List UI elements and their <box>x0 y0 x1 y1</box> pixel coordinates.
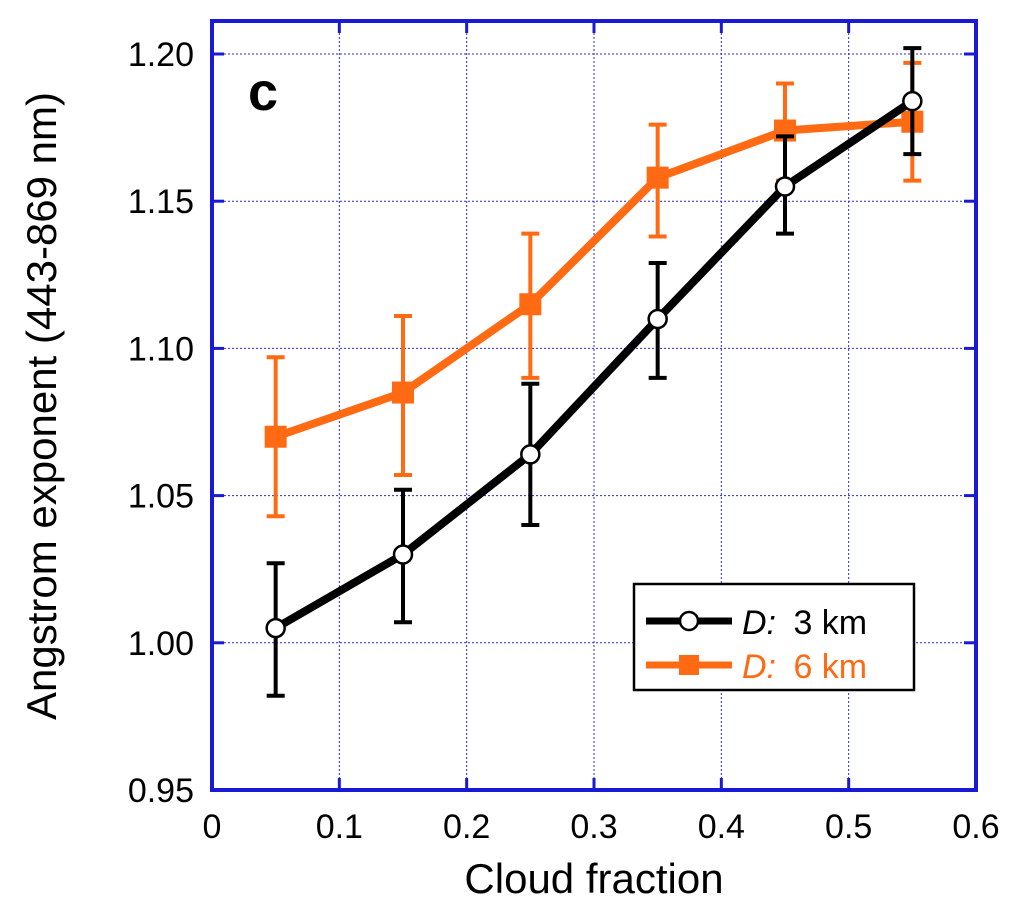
data-point-3km <box>392 544 414 565</box>
x-tick-label: 0.4 <box>698 808 745 846</box>
data-point-6km <box>646 166 669 189</box>
y-tick-label: 1.20 <box>128 36 194 74</box>
y-tick-label: 1.00 <box>128 625 194 663</box>
series-layer <box>264 46 924 698</box>
data-point-3km <box>647 308 668 330</box>
x-tick-label: 0.6 <box>952 808 999 846</box>
data-point-6km <box>264 425 287 448</box>
y-axis-title: Angstrom exponent (443-869 nm) <box>18 92 65 720</box>
data-point-3km <box>774 176 796 197</box>
svg-text:D: 6 km: D: 6 km <box>742 648 867 686</box>
svg-text:D: 3 km: D: 3 km <box>742 604 867 642</box>
data-point-6km <box>392 381 414 404</box>
x-tick-label: 0.1 <box>316 808 363 846</box>
x-tick-label: 0 <box>203 808 222 846</box>
panel-label: c <box>248 62 278 122</box>
data-point-3km <box>265 617 286 639</box>
legend-label-6km: 6 km <box>793 648 867 686</box>
y-tick-label: 1.05 <box>128 478 194 516</box>
y-tick-label: 1.15 <box>128 183 194 221</box>
x-tick-label: 0.3 <box>570 808 617 846</box>
series-line-3km <box>273 97 915 632</box>
legend-marker-6km <box>679 655 699 675</box>
legend-marker-3km <box>678 610 700 632</box>
ticks-layer: 0 0.1 0.2 0.3 0.4 0.5 0.6 0.95 1.00 1.05 1.10 1.15 1… <box>128 21 1000 846</box>
data-point-3km <box>902 90 923 112</box>
y-tick-label: 1.10 <box>128 330 194 368</box>
x-axis-title: Cloud fraction <box>464 855 723 902</box>
legend-prefix-3km: D: <box>742 604 776 642</box>
legend: D: 3 km D: 6 km <box>632 582 916 692</box>
data-point-3km <box>520 444 541 465</box>
legend-label-3km: 3 km <box>793 604 867 642</box>
x-tick-label: 0.5 <box>825 808 872 846</box>
data-point-6km <box>519 293 542 316</box>
legend-prefix-6km: D: <box>742 648 776 686</box>
series-line-6km <box>274 117 913 441</box>
series-3km <box>265 46 923 698</box>
x-tick-label: 0.2 <box>443 808 490 846</box>
y-tick-label: 0.95 <box>128 772 194 810</box>
